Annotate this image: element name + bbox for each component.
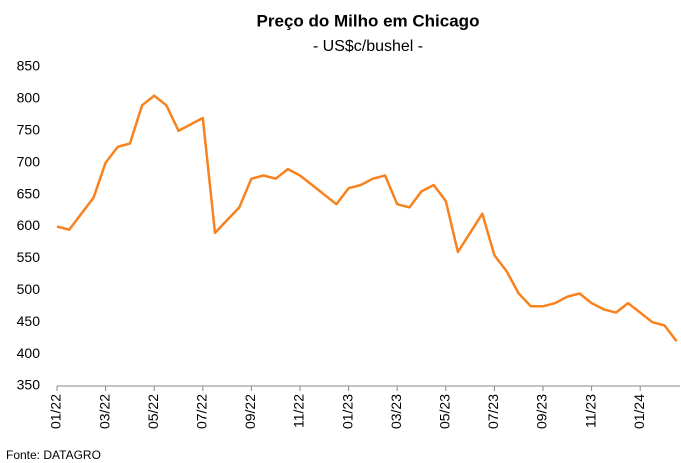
y-tick-label: 450 <box>17 313 41 329</box>
x-tick-label: 09/23 <box>534 394 550 429</box>
y-tick-label: 550 <box>17 249 41 265</box>
x-tick-label: 01/22 <box>48 394 64 429</box>
y-tick-label: 400 <box>17 345 41 361</box>
chart-subtitle: - US$c/bushel - <box>313 38 423 55</box>
y-tick-label: 700 <box>17 153 41 169</box>
x-tick-label: 07/23 <box>485 394 501 429</box>
x-tick-label: 05/22 <box>145 394 161 429</box>
y-tick-label: 750 <box>17 122 41 138</box>
x-tick-label: 11/22 <box>291 394 307 428</box>
y-tick-label: 800 <box>17 90 41 106</box>
y-tick-label: 850 <box>17 58 41 74</box>
x-tick-label: 09/22 <box>242 394 258 429</box>
y-tick-label: 600 <box>17 217 41 233</box>
price-line <box>56 94 678 343</box>
x-tick-label: 07/22 <box>194 394 210 429</box>
x-tick-label: 01/23 <box>339 394 355 429</box>
x-tick-label: 03/23 <box>388 394 404 429</box>
chart-title: Preço do Milho em Chicago <box>257 11 480 30</box>
x-tick-label: 11/23 <box>582 394 598 428</box>
y-tick-label: 350 <box>17 377 41 393</box>
y-tick-label: 500 <box>17 281 41 297</box>
source-note: Fonte: DATAGRO <box>6 448 101 462</box>
x-tick-label: 05/23 <box>437 394 453 429</box>
y-tick-label: 650 <box>17 185 41 201</box>
x-tick-label: 01/24 <box>631 394 647 429</box>
x-tick-label: 03/22 <box>96 394 112 429</box>
